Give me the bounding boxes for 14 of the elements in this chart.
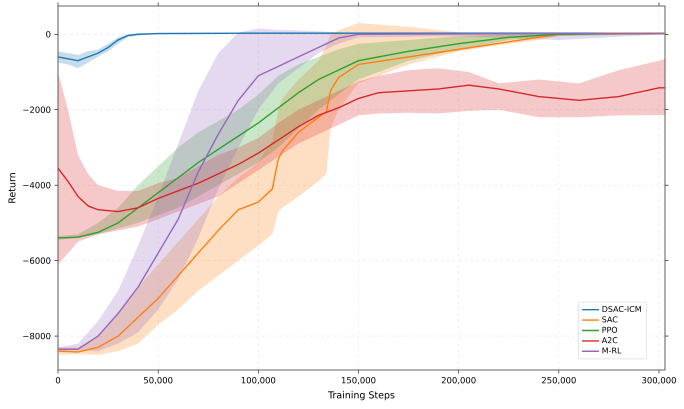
x-tick-label: 50,000 (144, 377, 172, 384)
y-tick-label: −8000 (23, 332, 50, 340)
x-axis-title: Training Steps (328, 391, 394, 400)
x-tick-label: 0 (56, 377, 60, 384)
y-tick-label: 0 (46, 31, 50, 38)
y-tick-label: −2000 (23, 106, 50, 113)
x-tick-label: 250,000 (542, 377, 576, 384)
x-tick-label: 100,000 (242, 377, 276, 384)
x-tick-label: 150,000 (342, 377, 376, 384)
y-tick-label: −4000 (23, 182, 50, 188)
y-axis-title: Return (8, 173, 16, 203)
x-tick-label: 300,000 (642, 377, 676, 384)
x-tick-label: 200,000 (442, 377, 476, 384)
y-tick-label: −6000 (23, 257, 50, 264)
